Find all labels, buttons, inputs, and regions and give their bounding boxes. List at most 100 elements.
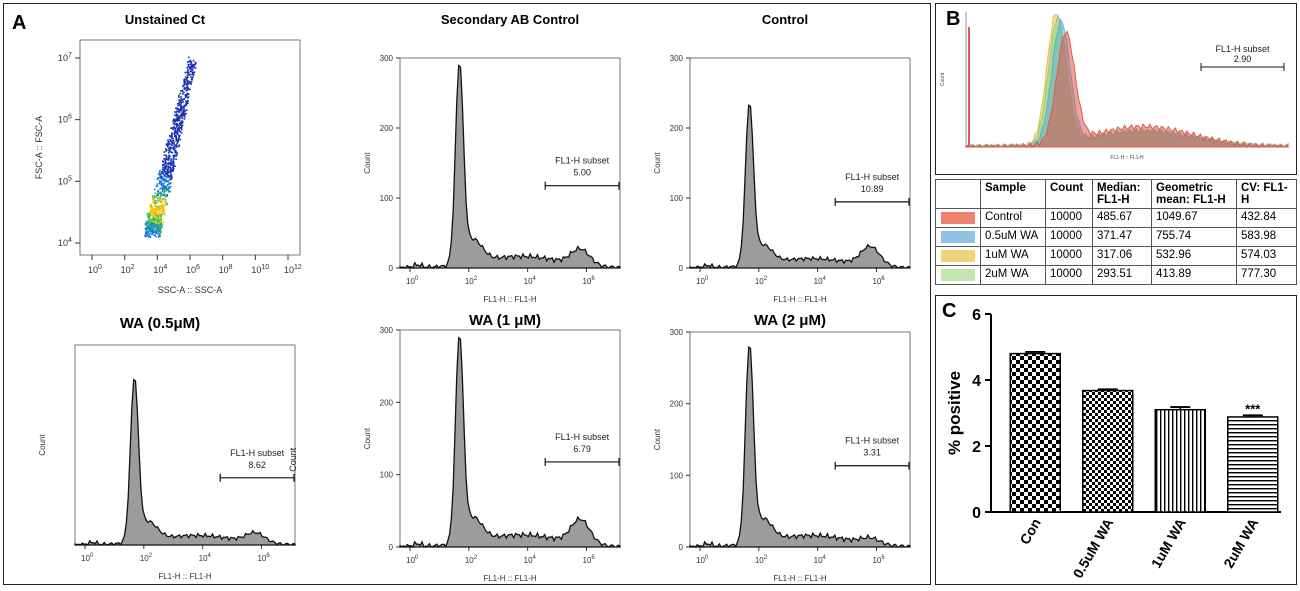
scatter-point	[160, 195, 162, 198]
scatter-point	[177, 104, 180, 107]
scatter-point	[177, 117, 180, 119]
x-tick-label: 1uM WA	[1148, 516, 1189, 571]
hist-title-wa1: WA (1 μM)	[469, 312, 541, 329]
scatter-point	[170, 159, 172, 161]
scatter-point	[175, 146, 178, 148]
scatter-point	[162, 206, 164, 209]
table-cell: 755.74	[1151, 227, 1237, 247]
scatter-point	[165, 175, 167, 178]
scatter-point	[162, 178, 165, 181]
scatter-point	[179, 103, 182, 106]
scatter-point	[154, 199, 157, 202]
scatter-point	[172, 159, 175, 161]
scatter-point	[187, 88, 189, 90]
y-tick-label: 107	[58, 52, 72, 63]
scatter-point	[156, 192, 159, 195]
scatter-point	[165, 173, 168, 175]
scatter-point	[155, 235, 157, 238]
scatter-point	[164, 199, 167, 201]
table-cell: 371.47	[1092, 227, 1152, 247]
scatter-point	[181, 111, 184, 113]
scatter-point	[188, 80, 191, 83]
scatter-point	[157, 213, 160, 216]
scatter-point	[160, 223, 163, 226]
overlay-curve-wa1	[965, 13, 1290, 148]
x-tick-label: 108	[219, 264, 233, 275]
scatter-point	[186, 71, 188, 74]
scatter-point	[151, 225, 153, 227]
scatter-point	[156, 209, 159, 211]
scatter-point	[168, 170, 171, 173]
scatter-point	[162, 203, 164, 206]
scatter-point	[179, 100, 181, 103]
scatter-point	[171, 169, 173, 171]
scatter-point	[164, 173, 167, 175]
scatter-point	[156, 178, 159, 181]
scatter-point	[163, 182, 165, 185]
scatter-point	[154, 219, 156, 222]
scatter-point	[176, 110, 178, 112]
scatter-point	[152, 227, 154, 229]
scatter-point	[159, 228, 162, 231]
scatter-point	[146, 213, 149, 216]
scatter-point	[167, 152, 170, 154]
scatter-point	[175, 112, 178, 114]
scatter-point	[152, 232, 154, 234]
scatter-point	[176, 142, 178, 145]
scatter-point	[148, 229, 150, 232]
scatter-point	[180, 90, 182, 92]
scatter-point	[177, 127, 179, 130]
scatter-point	[160, 218, 162, 221]
scatter-point	[189, 81, 192, 84]
scatter-point	[163, 199, 166, 201]
scatter-point	[167, 144, 169, 146]
table-cell: 0.5uM WA	[980, 227, 1046, 247]
scatter-point	[187, 73, 190, 75]
scatter-point	[174, 127, 177, 130]
scatter-point	[159, 197, 161, 199]
scatter-point	[153, 202, 155, 204]
scatter-point	[179, 130, 181, 132]
scatter-point	[153, 226, 156, 229]
scatter-point	[162, 208, 164, 211]
x-tick-label: Con	[1016, 516, 1043, 548]
scatter-point	[159, 210, 162, 213]
scatter-point	[175, 135, 177, 137]
x-axis-label: FL1-H :: FL1-H	[1110, 155, 1144, 161]
scatter-point	[163, 165, 166, 168]
scatter-point	[178, 145, 180, 148]
swatch-control	[941, 212, 975, 224]
scatter-point	[191, 66, 193, 68]
panel-letter-c: C	[942, 300, 957, 322]
scatter-point	[163, 151, 166, 153]
scatter-point	[179, 117, 181, 119]
scatter-point	[153, 222, 156, 224]
scatter-point	[181, 122, 184, 124]
scatter-point	[163, 192, 165, 194]
scatter-point	[162, 187, 164, 189]
scatter-point	[161, 210, 163, 212]
x-tick-label: 104	[153, 264, 167, 275]
y-axis-label: Count	[940, 72, 946, 86]
scatter-point	[166, 184, 169, 186]
x-axis-label: FL1-H :: FL1-H	[158, 572, 212, 581]
scatter-point	[173, 143, 176, 145]
scatter-point	[164, 178, 166, 181]
scatter-point	[150, 219, 153, 221]
scatter-point	[167, 145, 169, 148]
scatter-point	[178, 126, 180, 128]
scatter-point	[154, 213, 157, 215]
scatter-point	[157, 178, 160, 180]
scatter-point	[154, 225, 157, 227]
scatter-point	[163, 168, 165, 170]
scatter-point	[165, 166, 167, 169]
scatter-point	[155, 209, 157, 211]
table-cell: 485.67	[1092, 208, 1152, 228]
scatter-point	[155, 206, 157, 208]
scatter-point	[171, 177, 173, 179]
scatter-point	[161, 199, 163, 202]
scatter-point	[176, 123, 178, 125]
histogram-curve	[689, 104, 911, 269]
x-tick-label: 100	[696, 276, 709, 286]
scatter-point	[167, 149, 170, 152]
